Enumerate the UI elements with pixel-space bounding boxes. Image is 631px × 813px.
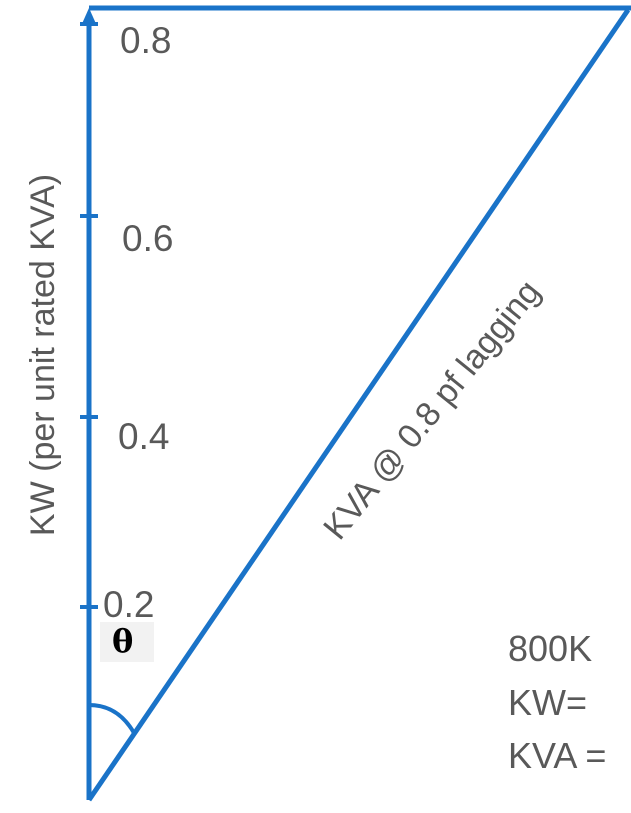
kva-hypotenuse-line xyxy=(86,8,631,802)
tick-label-0-2: 0.2 xyxy=(103,584,155,625)
note-line-1: 800K xyxy=(508,628,593,669)
kw-axis-arrowhead xyxy=(81,8,97,26)
note-line-2: KW= xyxy=(508,682,588,723)
tick-label-0-6: 0.6 xyxy=(122,218,174,259)
angle-theta-label: θ xyxy=(112,622,134,660)
kw-axis-label: KW (per unit rated KVA) xyxy=(24,173,62,537)
angle-label-background xyxy=(100,622,154,662)
note-line-3: KVA = xyxy=(508,735,607,776)
tick-label-0-8: 0.8 xyxy=(120,20,172,61)
angle-arc xyxy=(88,703,136,735)
tick-label-0-4: 0.4 xyxy=(118,416,170,457)
